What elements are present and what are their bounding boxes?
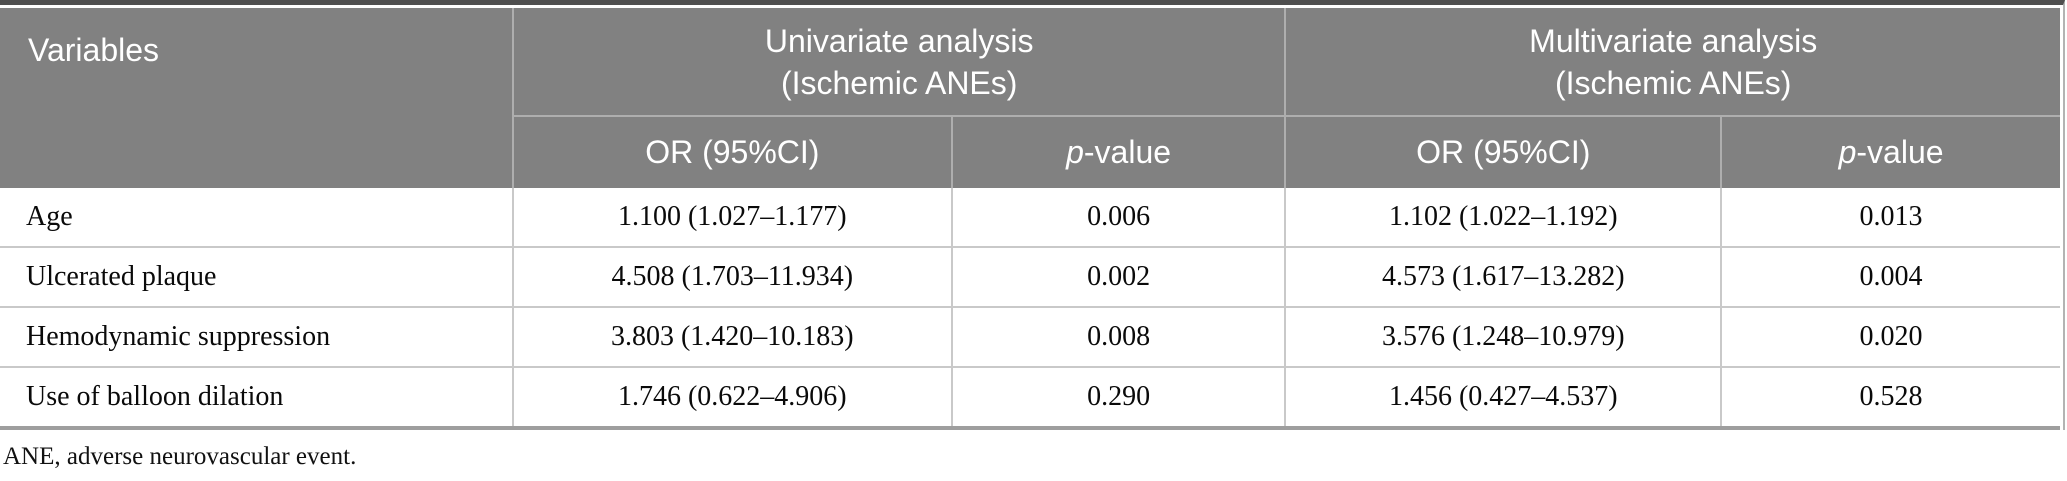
column-header-univariate-pvalue: p-value [950,115,1286,188]
column-header-multivariate-or: OR (95%CI) [1284,115,1722,188]
table-header: Variables Univariate analysis (Ischemic … [0,8,2060,188]
cell-univariate-or: 3.803 (1.420–10.183) [511,306,953,368]
table-row-balloon-dilation: Use of balloon dilation 1.746 (0.622–4.9… [0,366,2060,430]
p-italic: p [1066,134,1084,170]
cell-variable: Use of balloon dilation [0,366,514,430]
column-group-univariate: Univariate analysis (Ischemic ANEs) [511,8,1286,116]
cell-univariate-pvalue: 0.006 [950,188,1287,248]
column-group-multivariate: Multivariate analysis (Ischemic ANEs) [1284,8,2060,116]
cell-variable: Age [0,188,514,248]
cell-univariate-pvalue: 0.008 [950,306,1287,368]
table-row-age: Age 1.100 (1.027–1.177) 0.006 1.102 (1.0… [0,188,2060,248]
cell-univariate-pvalue: 0.290 [950,366,1287,430]
group-multivariate-line2: (Ischemic ANEs) [1554,64,1792,101]
cell-univariate-or: 1.746 (0.622–4.906) [511,366,953,430]
table-row-ulcerated-plaque: Ulcerated plaque 4.508 (1.703–11.934) 0.… [0,246,2060,308]
table-body: Age 1.100 (1.027–1.177) 0.006 1.102 (1.0… [0,188,2060,430]
p-rest: -value [1083,134,1172,170]
cell-multivariate-pvalue: 0.013 [1720,188,2060,248]
p-italic: p [1838,134,1857,170]
cell-variable: Hemodynamic suppression [0,306,514,368]
p-rest: -value [1856,134,1944,170]
analysis-table-wrap: Variables Univariate analysis (Ischemic … [0,0,2065,430]
cell-multivariate-pvalue: 0.528 [1720,366,2060,430]
sub-header-row: OR (95%CI) p-value OR (95%CI) p-value [0,115,2060,188]
group-multivariate-line1: Multivariate analysis [1529,22,1818,59]
cell-multivariate-or: 4.573 (1.617–13.282) [1284,246,1723,308]
cell-variable: Ulcerated plaque [0,246,514,308]
group-univariate-line2: (Ischemic ANEs) [780,64,1018,101]
column-header-univariate-or: OR (95%CI) [511,115,952,188]
cell-univariate-or: 1.100 (1.027–1.177) [511,188,953,248]
cell-multivariate-or: 1.102 (1.022–1.192) [1284,188,1723,248]
table-footnote: ANE, adverse neurovascular event. [3,443,357,470]
group-header-row: Variables Univariate analysis (Ischemic … [0,8,2060,188]
column-header-multivariate-pvalue: p-value [1720,115,2060,188]
cell-multivariate-or: 1.456 (0.427–4.537) [1284,366,1723,430]
table-row-hemodynamic-suppression: Hemodynamic suppression 3.803 (1.420–10.… [0,306,2060,368]
cell-univariate-pvalue: 0.002 [950,246,1287,308]
cell-multivariate-or: 3.576 (1.248–10.979) [1284,306,1723,368]
cell-multivariate-pvalue: 0.020 [1720,306,2060,368]
column-header-variables: Variables [0,8,513,188]
group-univariate-line1: Univariate analysis [764,22,1034,59]
regression-analysis-table: Variables Univariate analysis (Ischemic … [0,8,2060,430]
cell-multivariate-pvalue: 0.004 [1720,246,2060,308]
cell-univariate-or: 4.508 (1.703–11.934) [511,246,953,308]
